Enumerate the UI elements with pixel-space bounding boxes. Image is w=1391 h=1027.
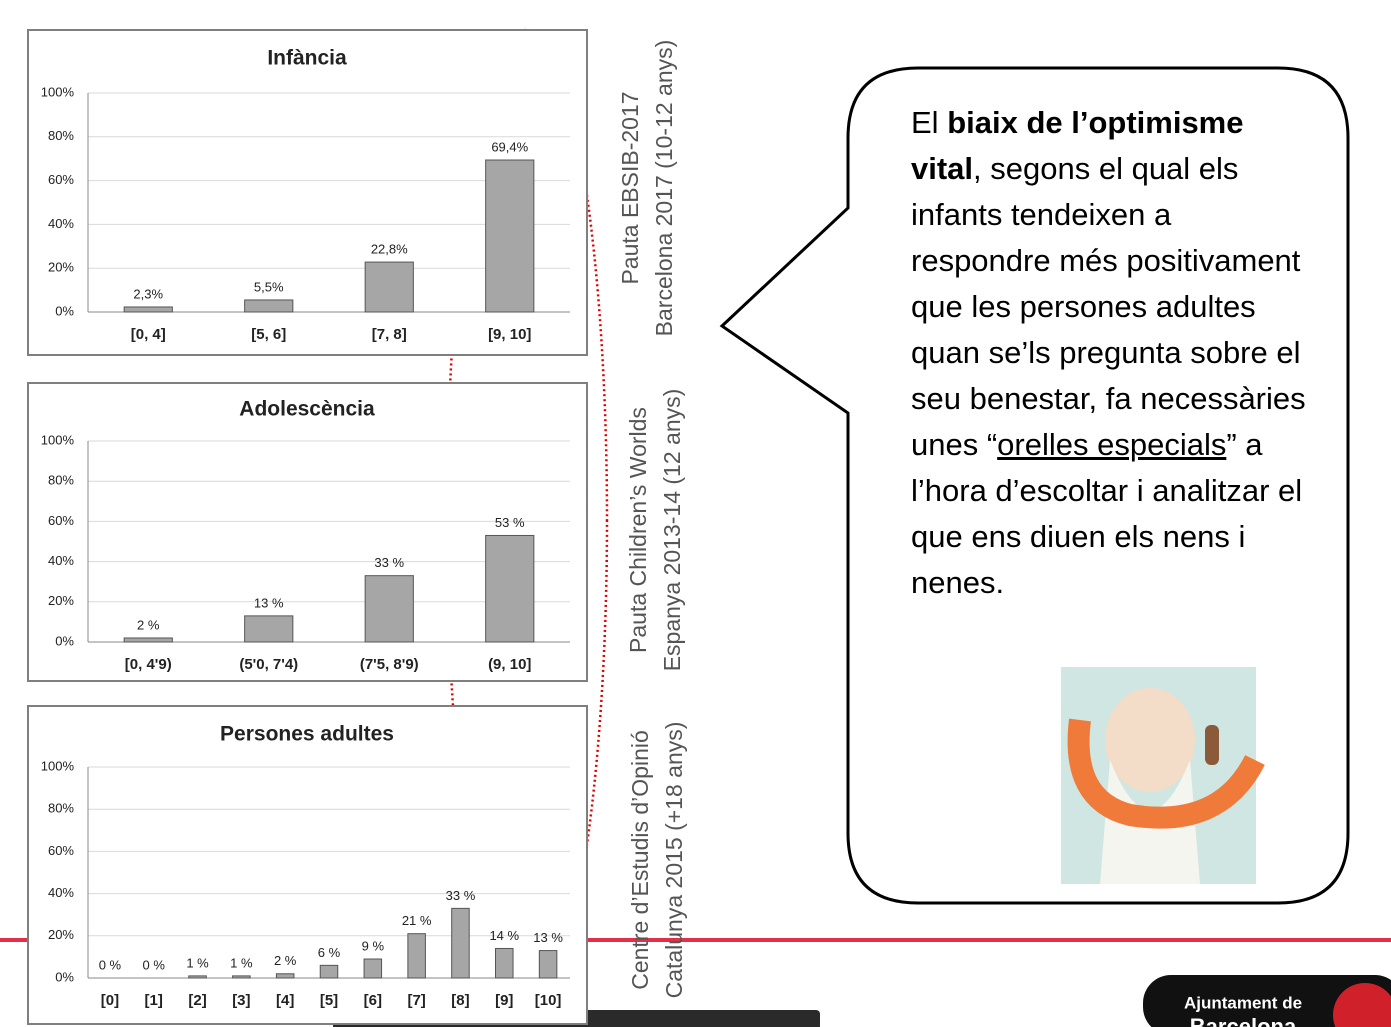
logo-bg (1143, 975, 1391, 1027)
x-tick-label: [7, 8] (372, 326, 407, 343)
data-label: 22,8% (371, 242, 408, 257)
logo-text: Ajuntament de (1184, 993, 1302, 1012)
data-label: 33 % (446, 888, 476, 903)
data-label: 0 % (143, 957, 166, 972)
source-label: Barcelona 2017 (10-12 anys) (651, 40, 677, 337)
bar (363, 958, 383, 979)
bar (364, 575, 414, 643)
data-label: 53 % (495, 515, 525, 530)
bar (407, 933, 426, 979)
bar (495, 947, 514, 979)
x-tick-label: [2] (188, 992, 206, 1009)
y-tick-label: 100% (41, 758, 75, 773)
bar (232, 975, 251, 979)
data-label: 6 % (318, 945, 341, 960)
data-label: 21 % (402, 913, 432, 928)
underlined-text: orelles especials (997, 427, 1227, 462)
source-label: Espanya 2013-14 (12 anys) (659, 389, 685, 672)
bubble-text: El biaix de l’optimisme vital, segons el… (911, 100, 1316, 606)
bold-text: biaix de l’optimisme vital (911, 105, 1244, 186)
x-tick-label: [9, 10] (488, 326, 531, 343)
illustration (1061, 667, 1265, 884)
text: ” a l’hora d’escoltar i analitzar el que… (911, 427, 1303, 600)
x-tick-label: [5] (320, 992, 338, 1009)
y-tick-label: 20% (48, 927, 74, 942)
source-label: Centre d’Estudis d’Opinió (627, 730, 653, 990)
chart-title: Infància (267, 47, 347, 70)
y-tick-label: 80% (48, 473, 74, 488)
bar (319, 964, 339, 979)
bar (244, 615, 294, 643)
data-label: 9 % (362, 938, 385, 953)
chart-title: Adolescència (239, 398, 375, 421)
x-tick-label: [5, 6] (251, 326, 286, 343)
data-label: 14 % (489, 928, 519, 943)
x-tick-label: [0] (101, 992, 119, 1009)
bar (451, 907, 470, 979)
x-tick-label: (7'5, 8'9) (360, 656, 419, 673)
x-tick-label: [9] (495, 992, 513, 1009)
data-label: 1 % (230, 955, 253, 970)
y-tick-label: 100% (41, 432, 75, 447)
text: El (911, 105, 948, 140)
y-tick-label: 0% (55, 969, 74, 984)
data-label: 13 % (254, 595, 284, 610)
y-tick-label: 40% (48, 553, 74, 568)
y-tick-label: 80% (48, 128, 74, 143)
data-label: 13 % (533, 930, 563, 945)
y-tick-label: 60% (48, 843, 74, 858)
bar (485, 534, 535, 643)
bar (485, 159, 535, 313)
data-label: 2 % (274, 953, 297, 968)
bar (123, 637, 173, 643)
y-tick-label: 20% (48, 260, 74, 275)
y-tick-label: 0% (55, 303, 74, 318)
chart-title: Persones adultes (220, 723, 394, 746)
x-tick-label: [10] (535, 992, 562, 1009)
y-tick-label: 40% (48, 216, 74, 231)
data-label: 2,3% (133, 286, 163, 301)
bar (538, 950, 558, 979)
y-tick-label: 80% (48, 801, 74, 816)
y-tick-label: 40% (48, 885, 74, 900)
x-tick-label: [3] (232, 992, 250, 1009)
y-tick-label: 100% (41, 84, 75, 99)
x-tick-label: [8] (451, 992, 469, 1009)
data-label: 33 % (374, 555, 404, 570)
data-label: 69,4% (491, 139, 528, 154)
bar (188, 975, 207, 979)
x-tick-label: [4] (276, 992, 294, 1009)
bar (123, 306, 173, 313)
x-tick-label: (9, 10] (488, 656, 531, 673)
bar (364, 261, 414, 313)
y-tick-label: 20% (48, 593, 74, 608)
data-label: 0 % (99, 957, 122, 972)
y-tick-label: 60% (48, 172, 74, 187)
x-tick-label: [6] (364, 992, 382, 1009)
chart-frame (27, 705, 588, 1025)
data-label: 2 % (137, 617, 160, 632)
x-tick-label: [1] (145, 992, 163, 1009)
x-tick-label: [7] (407, 992, 425, 1009)
logo-emblem (1333, 983, 1391, 1027)
source-label: Pauta Children’s Worlds (625, 407, 651, 653)
y-tick-label: 0% (55, 633, 74, 648)
source-label: Pauta EBSIB-2017 (617, 91, 643, 284)
text: , segons el qual els infants tendeixen a… (911, 151, 1306, 462)
x-tick-label: (5'0, 7'4) (239, 656, 298, 673)
data-label: 5,5% (254, 279, 284, 294)
source-label: Catalunya 2015 (+18 anys) (661, 722, 687, 999)
bar (275, 973, 295, 979)
x-tick-label: [0, 4] (131, 326, 166, 343)
data-label: 1 % (186, 955, 209, 970)
x-tick-label: [0, 4'9) (125, 656, 172, 673)
y-tick-label: 60% (48, 513, 74, 528)
logo-text: Barcelona (1190, 1014, 1297, 1027)
bar (244, 299, 294, 313)
